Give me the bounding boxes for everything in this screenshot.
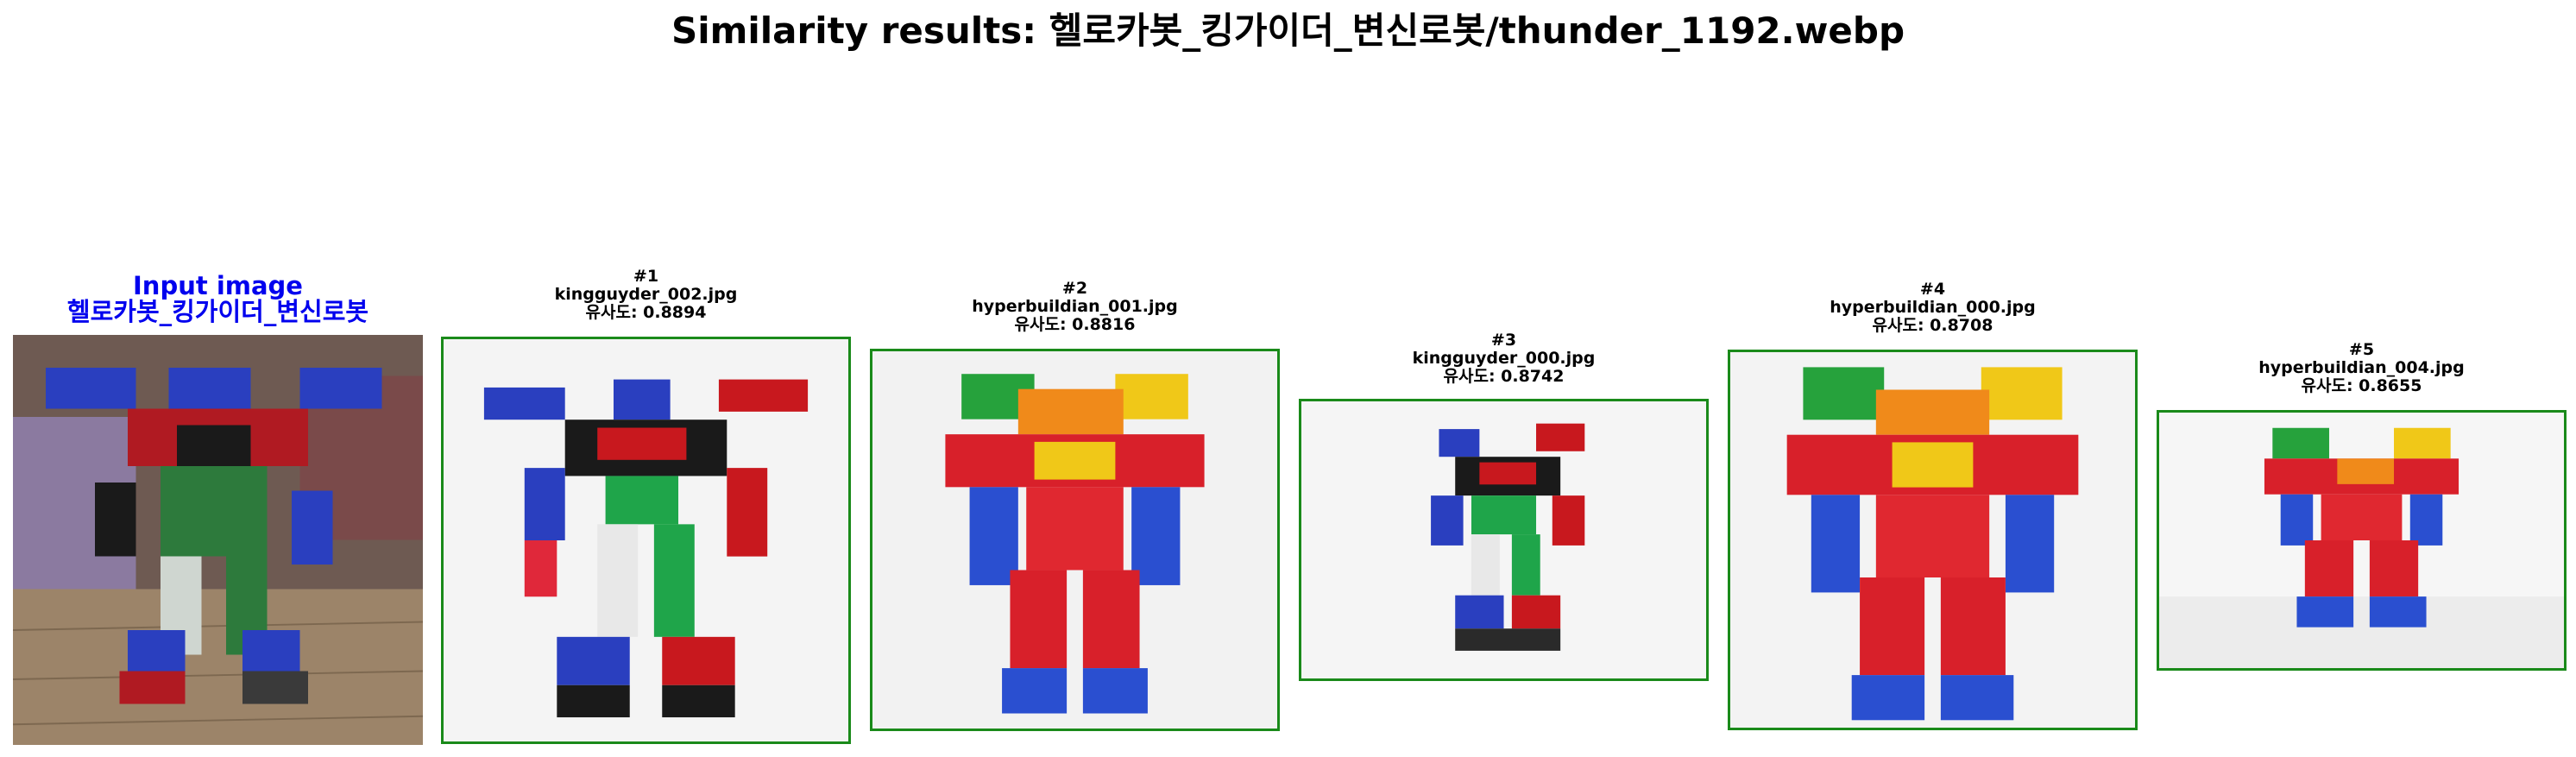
- result-similarity: 유사도: 0.8742: [1443, 367, 1565, 386]
- result-similarity: 유사도: 0.8816: [1014, 315, 1136, 334]
- page-title: Similarity results: 헬로카봇_킹가이더_변신로봇/thund…: [671, 9, 1905, 52]
- result-rank: #5: [2348, 340, 2375, 359]
- result-rank: #1: [633, 267, 659, 286]
- result-caption-4: #4 hyperbuildian_000.jpg 유사도: 0.8708: [1728, 281, 2138, 335]
- result-filename: hyperbuildian_004.jpg: [2258, 358, 2465, 377]
- result-rank: #2: [1061, 279, 1088, 298]
- input-label: 헬로카봇_킹가이더_변신로봇: [66, 297, 369, 326]
- result-image-3: [1299, 399, 1709, 681]
- result-image-1: [441, 337, 851, 744]
- input-caption: Input image 헬로카봇_킹가이더_변신로봇: [13, 273, 423, 325]
- result-image-2: [870, 349, 1280, 731]
- result-caption-2: #2 hyperbuildian_001.jpg 유사도: 0.8816: [870, 280, 1280, 334]
- input-heading: Input image: [133, 271, 303, 300]
- result-similarity: 유사도: 0.8708: [1872, 316, 1993, 335]
- result-filename: kingguyder_002.jpg: [554, 285, 738, 304]
- result-caption-5: #5 hyperbuildian_004.jpg 유사도: 0.8655: [2157, 341, 2567, 395]
- result-filename: hyperbuildian_000.jpg: [1830, 298, 2036, 317]
- result-image-4: [1728, 350, 2138, 730]
- input-image: [13, 335, 423, 745]
- result-image-5: [2157, 410, 2567, 671]
- result-caption-3: #3 kingguyder_000.jpg 유사도: 0.8742: [1299, 331, 1709, 386]
- result-caption-1: #1 kingguyder_002.jpg 유사도: 0.8894: [441, 268, 851, 322]
- result-filename: hyperbuildian_001.jpg: [972, 297, 1178, 316]
- result-rank: #3: [1490, 331, 1517, 350]
- result-filename: kingguyder_000.jpg: [1412, 349, 1596, 368]
- result-rank: #4: [1919, 280, 1946, 299]
- result-similarity: 유사도: 0.8894: [585, 303, 707, 322]
- result-similarity: 유사도: 0.8655: [2301, 376, 2422, 395]
